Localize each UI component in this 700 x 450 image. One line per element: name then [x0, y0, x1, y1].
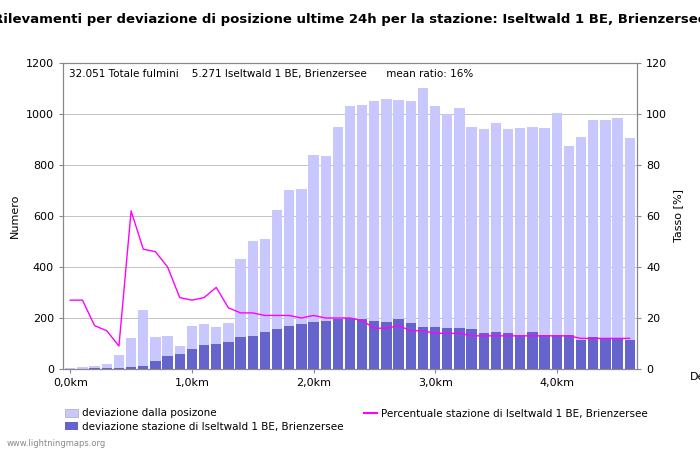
Bar — [552, 112, 562, 369]
Bar — [624, 340, 635, 369]
Bar — [588, 120, 598, 369]
Bar — [466, 329, 477, 369]
Bar — [393, 100, 404, 369]
Bar — [235, 337, 246, 369]
Bar — [138, 310, 148, 369]
Bar — [564, 335, 574, 369]
Bar — [308, 155, 318, 369]
Bar — [345, 318, 355, 369]
Bar — [345, 106, 355, 369]
Bar — [624, 138, 635, 369]
Bar — [600, 338, 610, 369]
Bar — [114, 355, 124, 369]
Bar — [223, 342, 234, 369]
Bar — [296, 189, 307, 369]
Bar — [235, 259, 246, 369]
Bar — [162, 356, 173, 369]
Bar — [491, 332, 501, 369]
Text: Deviazioni: Deviazioni — [690, 372, 700, 382]
Bar — [308, 322, 318, 369]
Bar — [174, 354, 185, 369]
Bar — [223, 323, 234, 369]
Bar — [576, 340, 586, 369]
Bar — [527, 127, 538, 369]
Bar — [248, 242, 258, 369]
Bar — [211, 343, 221, 369]
Bar — [612, 338, 623, 369]
Bar — [405, 323, 416, 369]
Bar — [382, 322, 392, 369]
Bar — [321, 320, 331, 369]
Bar — [138, 366, 148, 369]
Bar — [503, 333, 513, 369]
Bar — [321, 156, 331, 369]
Text: Rilevamenti per deviazione di posizione ultime 24h per la stazione: Iseltwald 1 : Rilevamenti per deviazione di posizione … — [0, 14, 700, 27]
Bar — [503, 129, 513, 369]
Text: www.lightningmaps.org: www.lightningmaps.org — [7, 439, 106, 448]
Bar — [527, 332, 538, 369]
Bar — [211, 327, 221, 369]
Bar — [77, 367, 88, 369]
Bar — [187, 349, 197, 369]
Bar — [600, 120, 610, 369]
Bar — [540, 335, 550, 369]
Bar — [612, 118, 623, 369]
Bar — [126, 338, 136, 369]
Text: 32.051 Totale fulmini    5.271 Iseltwald 1 BE, Brienzersee      mean ratio: 16%: 32.051 Totale fulmini 5.271 Iseltwald 1 … — [69, 69, 473, 79]
Bar — [332, 127, 343, 369]
Bar — [369, 101, 379, 369]
Bar — [515, 128, 526, 369]
Y-axis label: Tasso [%]: Tasso [%] — [673, 189, 682, 243]
Bar — [382, 99, 392, 369]
Bar — [272, 329, 282, 369]
Bar — [576, 137, 586, 369]
Bar — [454, 328, 465, 369]
Bar — [430, 327, 440, 369]
Bar — [369, 320, 379, 369]
Bar — [442, 328, 452, 369]
Bar — [552, 335, 562, 369]
Bar — [90, 366, 100, 369]
Bar — [296, 324, 307, 369]
Bar — [418, 327, 428, 369]
Bar — [199, 345, 209, 369]
Bar — [479, 333, 489, 369]
Bar — [405, 101, 416, 369]
Bar — [588, 337, 598, 369]
Bar — [430, 106, 440, 369]
Bar — [187, 326, 197, 369]
Bar — [393, 320, 404, 369]
Bar — [466, 127, 477, 369]
Bar — [491, 123, 501, 369]
Bar — [442, 114, 452, 369]
Bar — [515, 335, 526, 369]
Bar — [102, 364, 112, 369]
Bar — [284, 326, 295, 369]
Bar — [248, 336, 258, 369]
Bar — [284, 190, 295, 369]
Bar — [332, 320, 343, 369]
Bar — [114, 368, 124, 369]
Bar — [174, 346, 185, 369]
Bar — [454, 108, 465, 369]
Bar — [126, 367, 136, 369]
Bar — [260, 239, 270, 369]
Bar — [65, 368, 76, 369]
Legend: deviazione dalla posizone, deviazione stazione di Iseltwald 1 BE, Brienzersee, P: deviazione dalla posizone, deviazione st… — [61, 405, 652, 436]
Bar — [272, 210, 282, 369]
Bar — [564, 146, 574, 369]
Bar — [199, 324, 209, 369]
Bar — [357, 320, 368, 369]
Bar — [479, 129, 489, 369]
Bar — [162, 336, 173, 369]
Bar — [260, 332, 270, 369]
Bar — [540, 128, 550, 369]
Bar — [150, 361, 160, 369]
Bar — [150, 337, 160, 369]
Bar — [102, 368, 112, 369]
Bar — [418, 89, 428, 369]
Bar — [357, 105, 368, 369]
Y-axis label: Numero: Numero — [10, 194, 20, 238]
